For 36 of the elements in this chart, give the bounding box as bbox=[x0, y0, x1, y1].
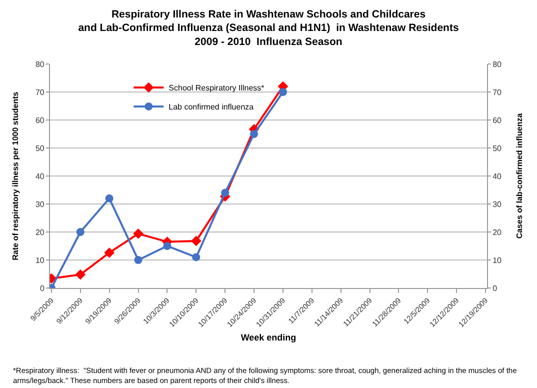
y-tick-label: 0 bbox=[40, 284, 45, 293]
y2-tick-label: 40 bbox=[492, 172, 502, 181]
point bbox=[192, 253, 200, 262]
y-tick-label: 50 bbox=[35, 144, 45, 153]
y-tick-label: 80 bbox=[35, 60, 45, 69]
point bbox=[104, 248, 115, 258]
y-tick-label: 70 bbox=[35, 88, 45, 97]
y2-tick-label: 20 bbox=[492, 228, 502, 237]
y2-tick-label: 70 bbox=[492, 88, 502, 97]
point bbox=[278, 88, 287, 96]
y2-tick-label: 30 bbox=[492, 200, 502, 209]
point bbox=[163, 242, 172, 250]
y-tick-label: 20 bbox=[35, 228, 45, 237]
y2-tick-label: 60 bbox=[492, 116, 502, 125]
point bbox=[75, 269, 86, 280]
point bbox=[105, 194, 114, 202]
y-axis-title: Rate of respiratory illness per 1000 students bbox=[11, 91, 20, 260]
point bbox=[190, 236, 202, 246]
point bbox=[133, 228, 144, 239]
point bbox=[76, 228, 84, 236]
y2-axis-title: Cases of lab-confirmed influenza bbox=[515, 112, 524, 239]
x-axis-title: Week ending bbox=[240, 332, 296, 343]
chart-title: Respiratory Illness Rate in Washtenaw Schools and Childcares and Lab-Confirmed Influenza (Seasonal and H1N1) in Washtenaw Residents 2009 - 2010 Influenza Season bbox=[78, 8, 459, 48]
y2-tick-label: 50 bbox=[492, 144, 502, 153]
point bbox=[250, 130, 258, 138]
point bbox=[134, 256, 142, 264]
legend-label: School Respiratory Illness* bbox=[168, 84, 264, 93]
y-tick-label: 10 bbox=[35, 256, 45, 265]
legend-label: Lab confirmed influenza bbox=[168, 102, 254, 112]
y2-tick-label: 80 bbox=[492, 60, 502, 69]
y2-tick-label: 0 bbox=[492, 284, 498, 293]
y-tick-label: 30 bbox=[35, 200, 45, 209]
y2-tick-label: 10 bbox=[492, 256, 502, 265]
y-tick-label: 40 bbox=[35, 172, 45, 181]
point bbox=[221, 188, 230, 197]
y-tick-label: 60 bbox=[35, 116, 45, 125]
